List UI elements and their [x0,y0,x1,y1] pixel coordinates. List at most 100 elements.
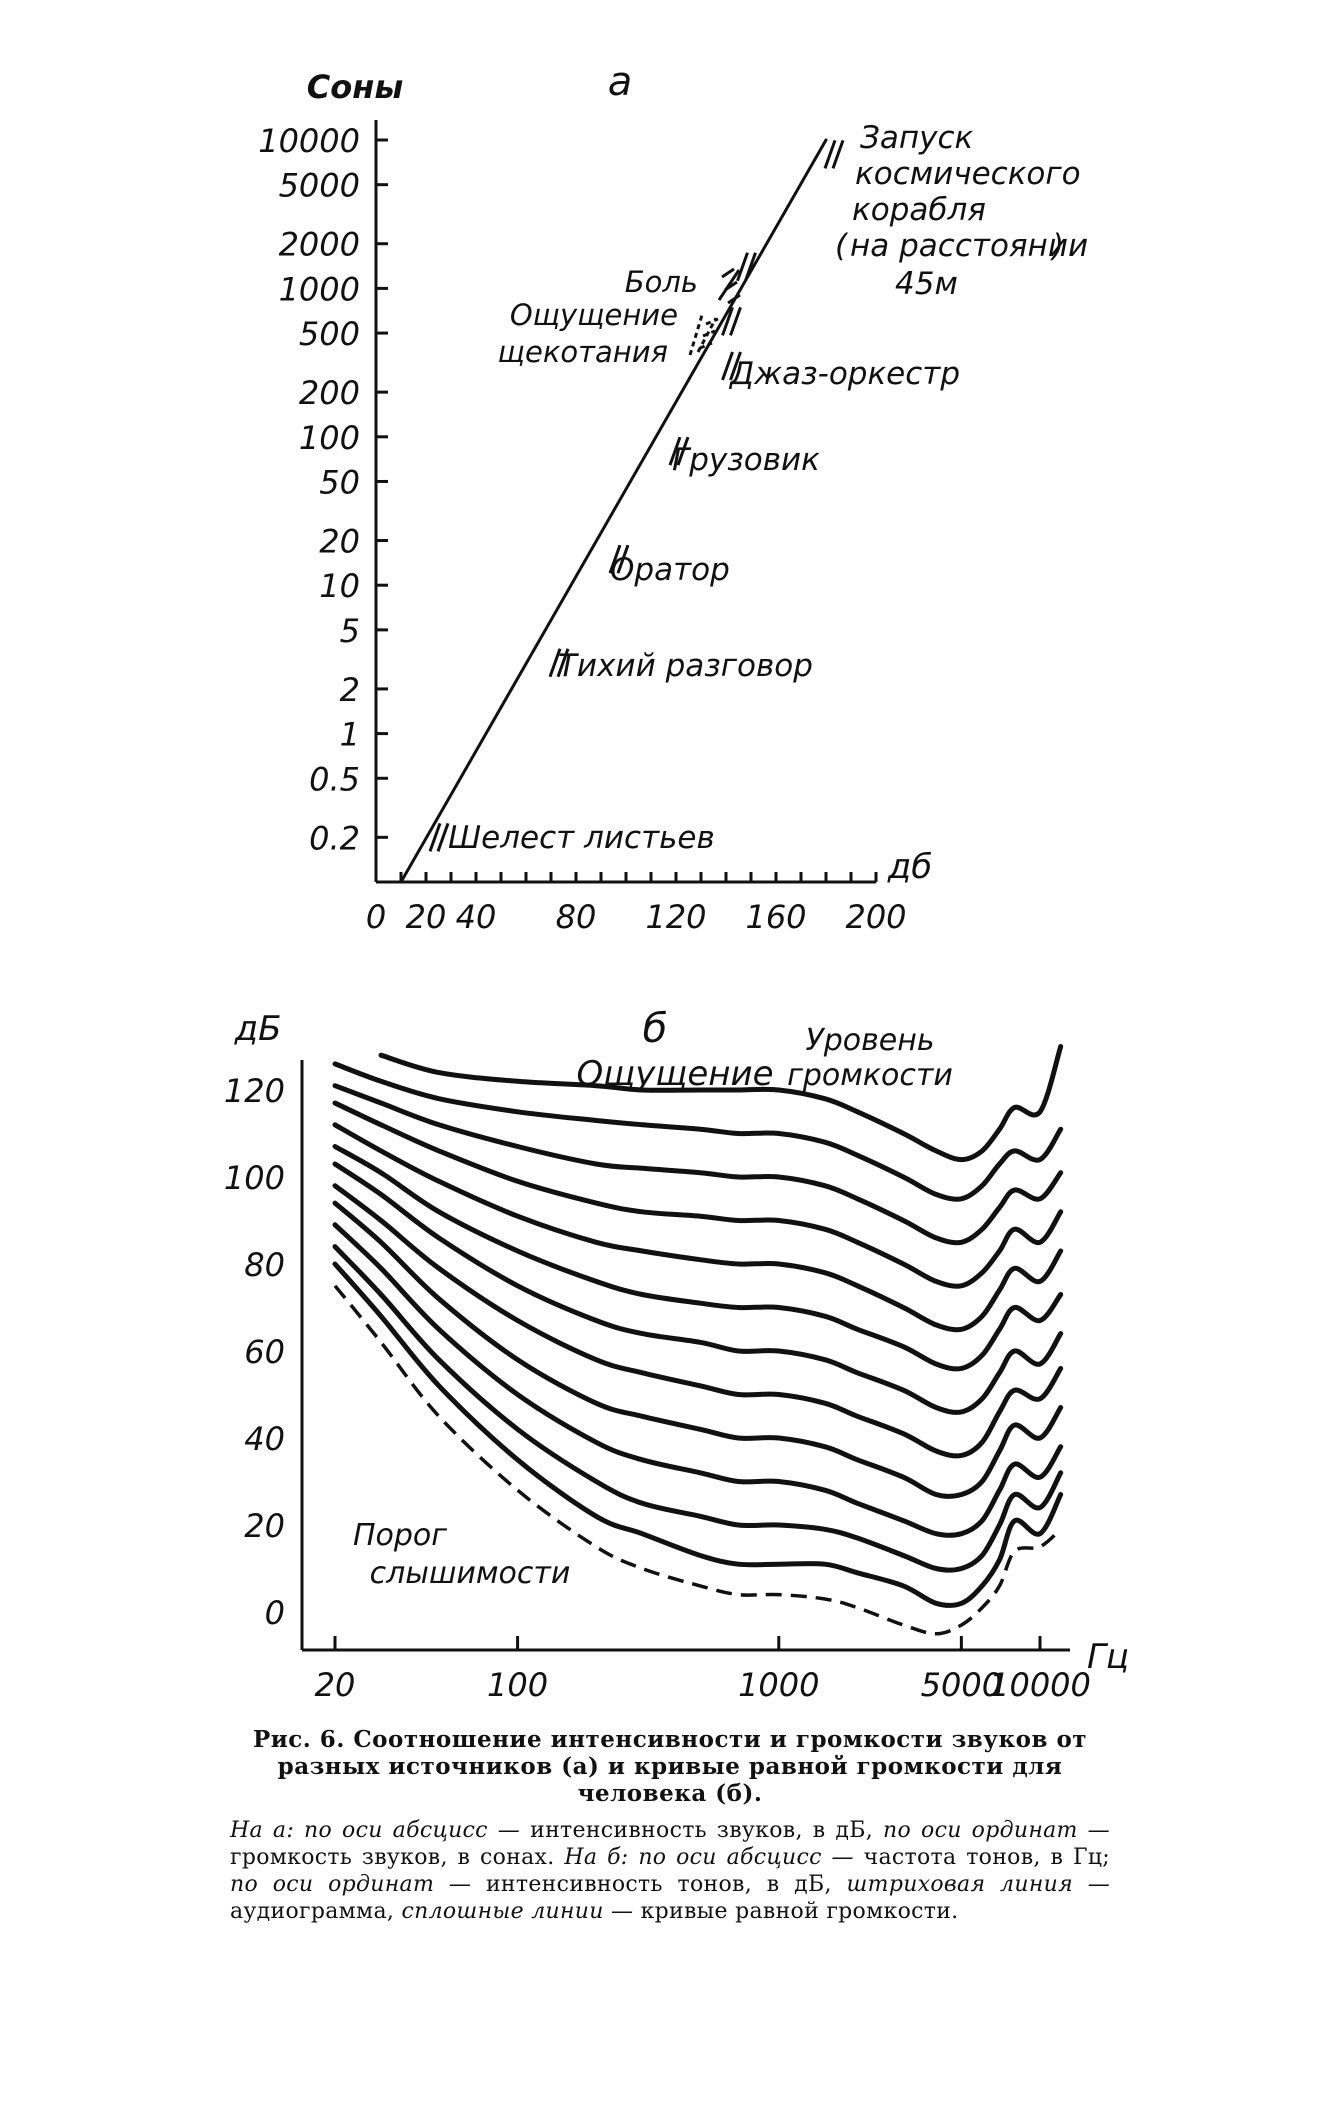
a-source-marker [428,822,450,852]
a-y-tick-label: 1 [340,716,360,754]
caption-a-y-label: по оси ординат — [883,1818,1110,1843]
a-y-tick-label: 0.5 [309,760,360,798]
equal-loudness-curve [332,1122,1064,1333]
a-y-tick-label: 50 [319,463,360,501]
panel-b-y-axis-label: дБ [234,1009,282,1049]
label-pain: Боль [625,265,698,299]
b-y-tick-label: 60 [244,1333,285,1371]
label-sensation: Ощущение [576,1054,773,1094]
caption-b-x: частота тонов, в Гц; [863,1845,1111,1870]
caption-b-y: интенсивность тонов, в дБ, [485,1872,832,1897]
a-y-tick-label: 200 [299,374,360,412]
panel-a-x-axis-label: дб [887,847,932,887]
a-y-tick-label: 100 [299,419,360,457]
panel-b-x-axis-label: Гц [1087,1637,1129,1677]
caption-b-label: На б: [564,1845,629,1870]
equal-loudness-curve [332,1083,1064,1246]
b-y-tick-label: 100 [224,1159,285,1197]
label-launch-1: Запуск [860,120,974,156]
panel-a-x-ticks: 0 20 40 80 120 160 200 [366,872,907,936]
a-source-marker [548,648,570,678]
label-quiet-talk: Тихий разговор [558,648,813,684]
equal-loudness-curve [332,1144,1064,1372]
caption-a-x: интенсивность звуков, в дБ, [530,1818,874,1843]
label-level-2: громкости [787,1058,953,1093]
tickle-range-mark [688,314,719,356]
caption-title: Рис. 6. Соотношение интенсивности и гром… [252,1726,1088,1807]
a-x-tick-label: 20 [406,898,447,936]
label-launch-3: корабля [852,192,986,228]
equal-loudness-curve [332,1261,1064,1608]
label-jazz: Джаз-оркестр [728,356,960,392]
a-y-tick-label: 1000 [279,270,360,308]
caption-a-label: На а: [230,1818,295,1843]
label-truck: Грузовик [672,442,820,478]
equal-loudness-curve [332,1183,1064,1459]
label-launch-5: 45м [895,266,958,302]
a-source-marker [668,436,690,466]
a-x-tick-label: 120 [645,898,706,936]
b-x-tick-label: 5000 [921,1666,1002,1704]
caption-b-y-label: по оси ординат — [230,1872,472,1897]
label-threshold-1: Порог [353,1518,447,1553]
paren-open: ( [835,228,849,264]
a-y-tick-label: 10000 [258,122,360,160]
panel-b-title: б [643,1006,668,1052]
label-leaves: Шелест листьев [448,820,715,856]
panel-a-y-ticks: 10000 5000 2000 1000 500 200 100 50 20 10 5 2 1 0.5 0.… [258,122,388,857]
a-y-tick-label: 500 [299,315,360,353]
b-y-tick-label: 40 [244,1420,285,1458]
label-tickle-2: щекотания [498,335,668,369]
a-y-tick-label: 20 [319,523,360,561]
caption-solid-label: сплошные линии — [401,1899,634,1924]
a-x-tick-label: 200 [845,898,906,936]
panel-b-chart: б дБ Гц 120 100 80 60 40 20 0 20 100 1000 5000100… [224,1006,1129,1704]
threshold-curve [333,1284,1062,1636]
label-threshold-2: слышимости [370,1556,571,1591]
a-y-tick-label: 2000 [279,226,360,264]
b-y-tick-label: 80 [244,1246,285,1284]
panel-b-y-ticks: 120 100 80 60 40 20 0 [224,1072,285,1632]
b-x-tick-label: 100 [487,1666,548,1704]
a-y-tick-label: 10 [319,567,360,605]
b-x-tick-label: 1000 [738,1666,819,1704]
panel-a-loudness-line [399,138,828,884]
a-source-marker [721,351,742,381]
equal-loudness-curve [332,1100,1064,1289]
panel-a-chart: а Соны дб 100005000200010005002001005020… [258,59,1088,936]
caption-dash-label: штриховая линия — [846,1872,1111,1897]
panel-a-y-axis-label: Соны [307,68,404,106]
pain-range-mark [717,267,741,305]
b-x-tick-label: 20 [315,1666,356,1704]
b-x-tick-label: 10000 [989,1666,1091,1704]
label-level-1: Уровень [805,1023,934,1058]
figure-caption: Рис. 6. Соотношение интенсивности и гром… [230,1726,1110,1925]
panel-a-source-markers [428,139,845,852]
caption-dash: аудиограмма, [230,1899,395,1924]
paren-close: ) [1050,228,1064,264]
b-y-tick-label: 20 [244,1507,285,1545]
a-y-tick-label: 2 [340,671,360,709]
equal-loudness-curve [332,1161,1064,1415]
a-x-tick-label: 0 [366,898,386,936]
a-x-tick-label: 40 [456,898,497,936]
equal-loudness-curve [332,1244,1064,1573]
equal-loudness-curve [378,1044,1064,1163]
a-y-tick-label: 5000 [279,167,360,205]
a-source-marker [823,139,845,169]
caption-note: На а: по оси абсцисс — интенсивность зву… [230,1817,1110,1925]
a-x-tick-label: 80 [556,898,597,936]
equal-loudness-curve [332,1061,1064,1202]
caption-a-y: громкость звуков, в сонах. [230,1845,555,1870]
a-x-tick-label: 160 [745,898,806,936]
label-orator: Оратор [610,552,730,588]
a-y-tick-label: 0.2 [309,819,360,857]
panel-b-curves [332,1044,1064,1636]
equal-loudness-curve [332,1200,1064,1499]
label-launch-2: космического [855,156,1081,192]
b-y-tick-label: 0 [265,1594,285,1632]
caption-b-x-label: по оси абсцисс — [638,1845,854,1870]
a-y-tick-label: 5 [340,612,360,650]
